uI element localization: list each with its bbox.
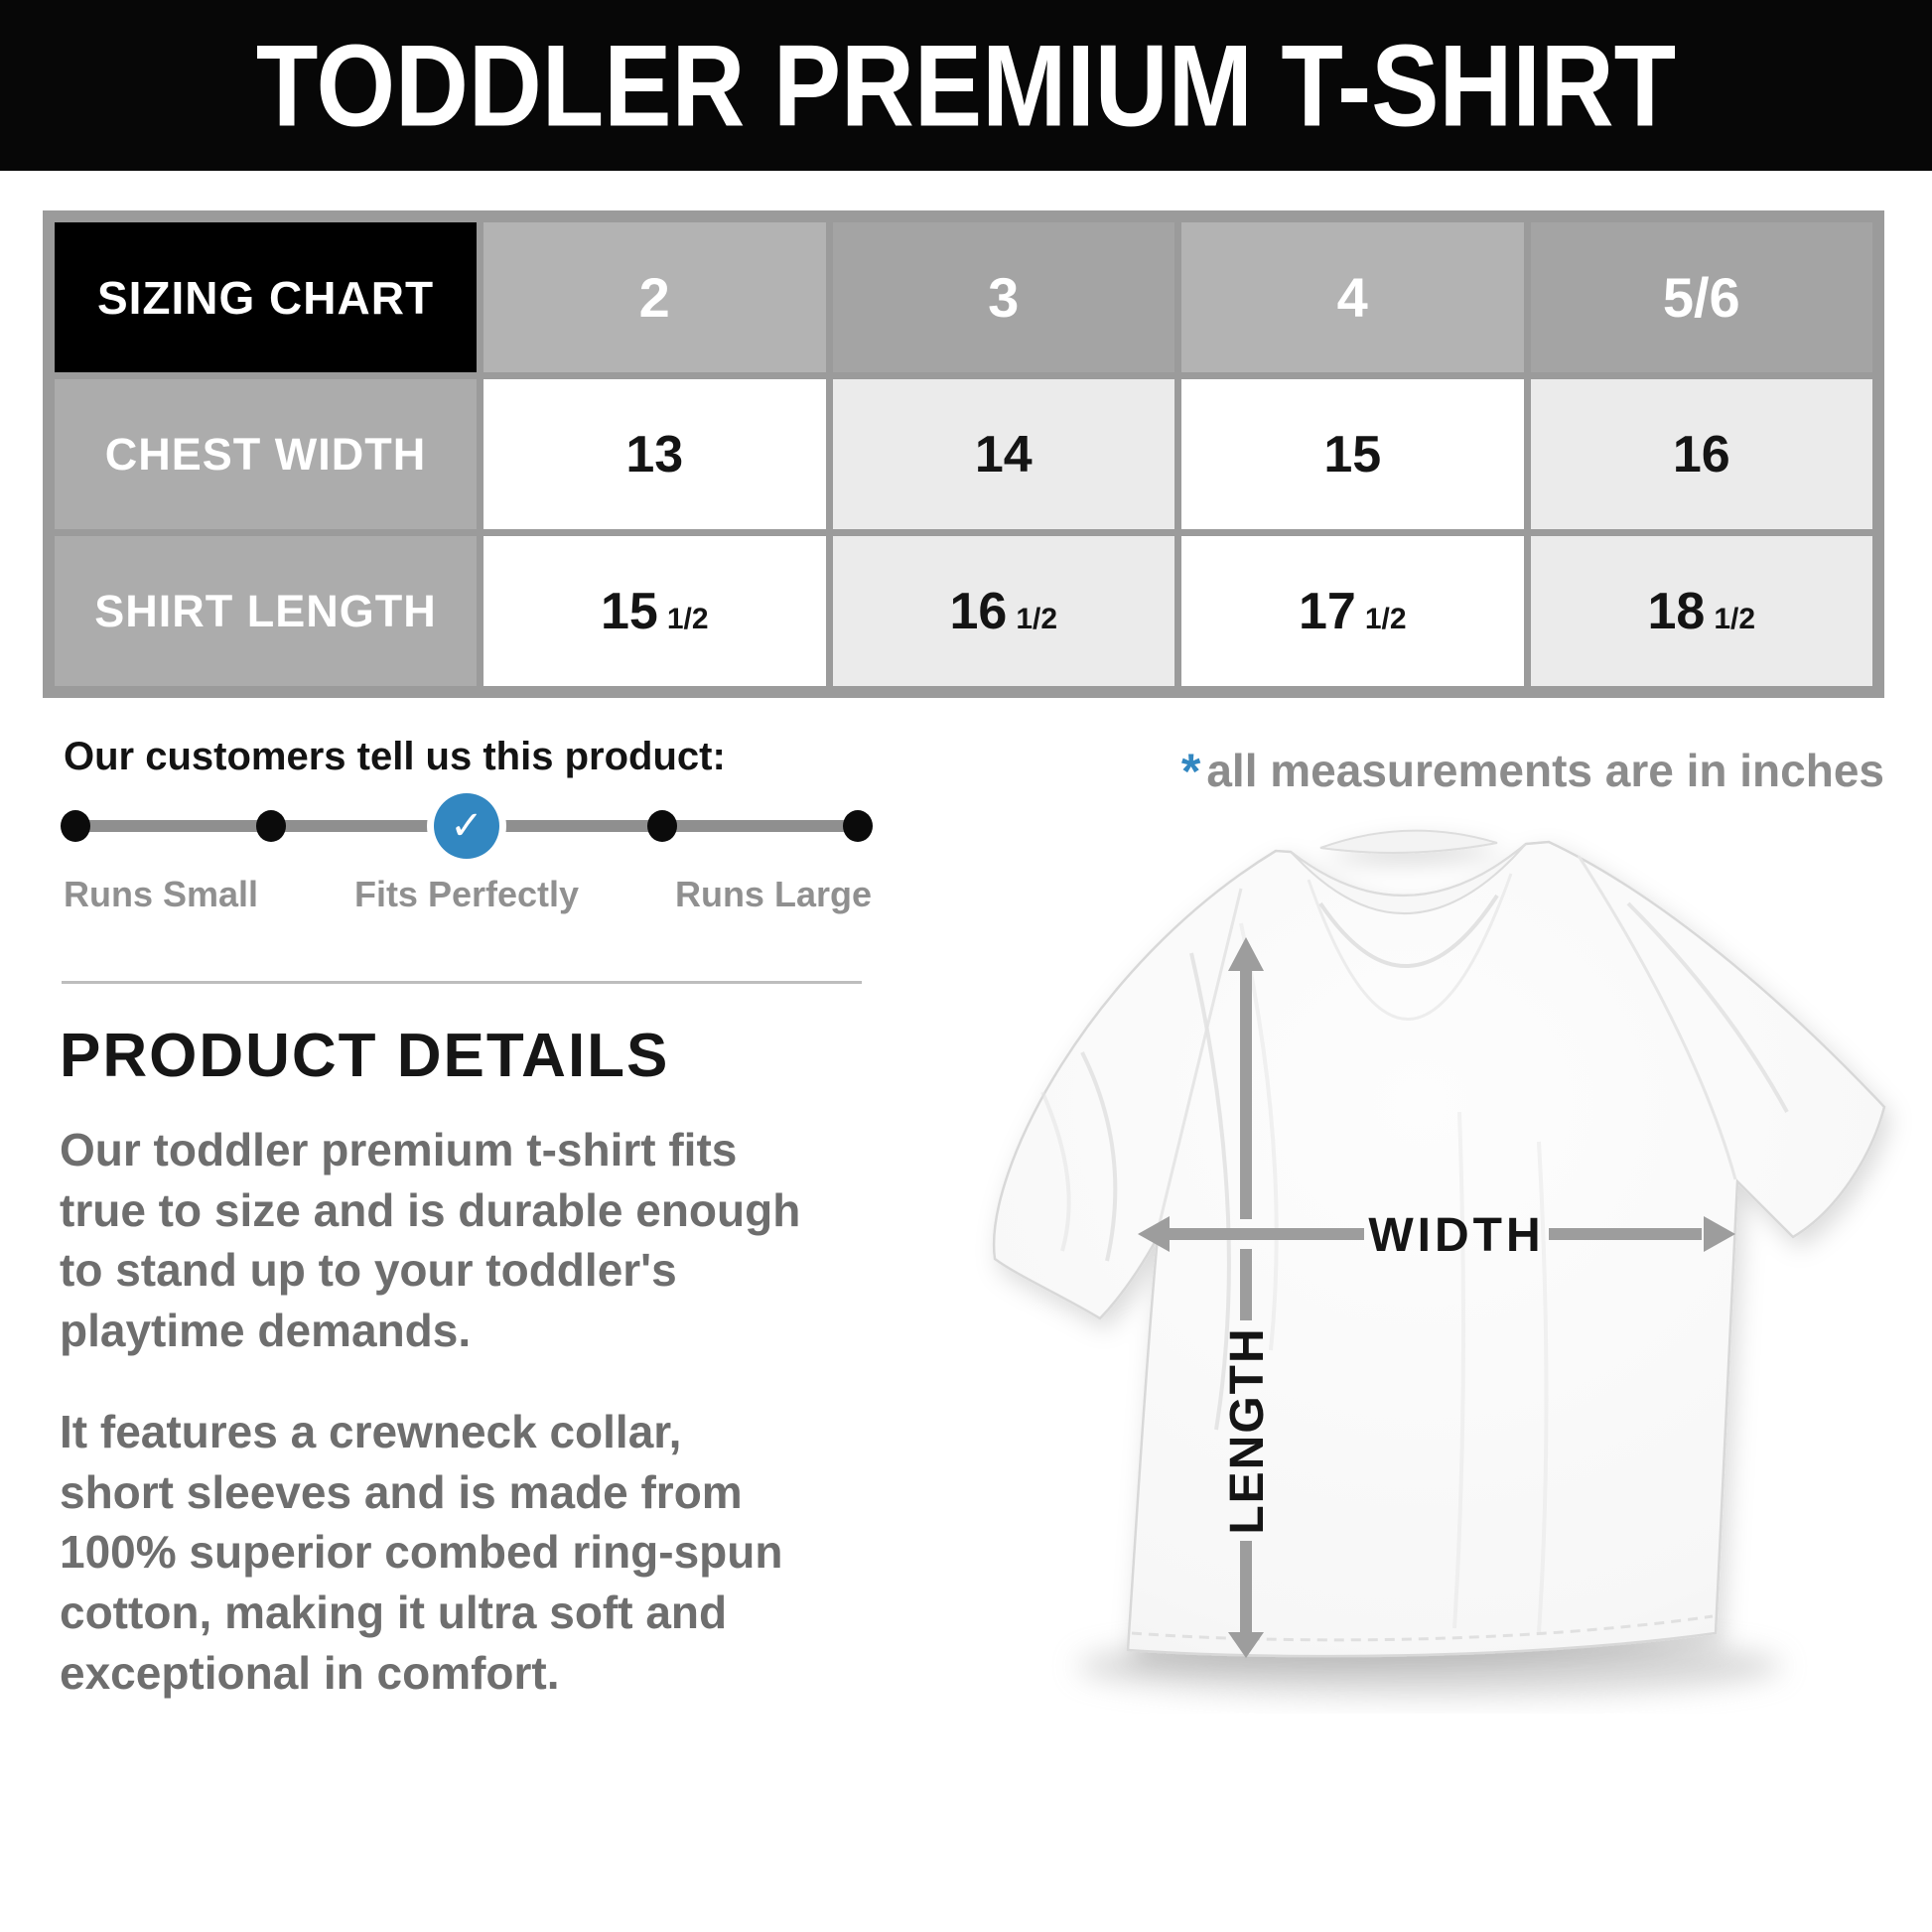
sizing-table: SIZING CHART 2 3 4 5/6 CHEST WIDTH 13 14… [43,210,1884,698]
shirt-length-value: 16 1/2 [832,536,1174,686]
value-whole: 18 [1647,582,1706,640]
fit-scale-dot [843,810,873,842]
width-label: WIDTH [1368,1209,1544,1262]
chest-width-value: 13 [483,379,826,529]
fit-scale-dot [61,810,90,842]
shirt-length-value: 15 1/2 [483,536,826,686]
page-title: TODDLER PREMIUM T-SHIRT [255,20,1677,151]
tshirt-graphic [992,829,1886,1658]
fit-label-fits-perfectly: Fits Perfectly [353,874,580,914]
shirt-length-value: 18 1/2 [1530,536,1872,686]
product-details-paragraph: It features a crewneck collar, short sle… [60,1406,783,1699]
size-column-header: 3 [832,222,1174,372]
value-whole: 15 [600,582,658,640]
fit-label-runs-large: Runs Large [674,874,872,914]
chest-width-value: 15 [1181,379,1524,529]
value-fraction: 1/2 [1364,602,1407,635]
value-whole: 17 [1298,582,1356,640]
width-arrow [1138,1216,1735,1252]
length-arrow [1228,937,1264,1658]
check-icon: ✓ [450,804,483,848]
fit-label-runs-small: Runs Small [64,874,259,914]
size-column-header: 4 [1181,222,1524,372]
shirt-length-row-label: SHIRT LENGTH [55,536,477,686]
fit-scale-dot [647,810,677,842]
chest-width-value: 16 [1530,379,1872,529]
chest-width-value: 14 [832,379,1174,529]
fit-scale-dot [256,810,286,842]
value-fraction: 1/2 [1016,602,1058,635]
size-column-header: 2 [483,222,826,372]
measurement-note: * all measurements are in inches [1180,741,1884,799]
title-bar: TODDLER PREMIUM T-SHIRT [0,0,1932,171]
shirt-length-value: 17 1/2 [1181,536,1524,686]
asterisk-icon: * [1180,744,1201,799]
chest-width-row-label: CHEST WIDTH [55,379,477,529]
product-details-paragraph: Our toddler premium t-shirt fits true to… [60,1124,801,1357]
tshirt-diagram-svg: WIDTH LENGTH [992,829,1886,1696]
value-whole: 16 [949,582,1008,640]
fit-feedback-heading: Our customers tell us this product: [64,735,726,778]
fits-perfectly-check-badge: ✓ [434,793,499,859]
sizing-chart-corner-cell: SIZING CHART [55,222,477,372]
length-label: LENGTH [1221,1326,1274,1534]
product-details-heading: PRODUCT DETAILS [60,1022,670,1090]
value-fraction: 1/2 [1714,602,1756,635]
value-fraction: 1/2 [666,602,709,635]
section-divider [62,981,862,984]
shirt-measurement-diagram: WIDTH LENGTH [943,794,1932,1932]
size-column-header: 5/6 [1530,222,1872,372]
measurement-note-text: all measurements are in inches [1206,745,1884,796]
